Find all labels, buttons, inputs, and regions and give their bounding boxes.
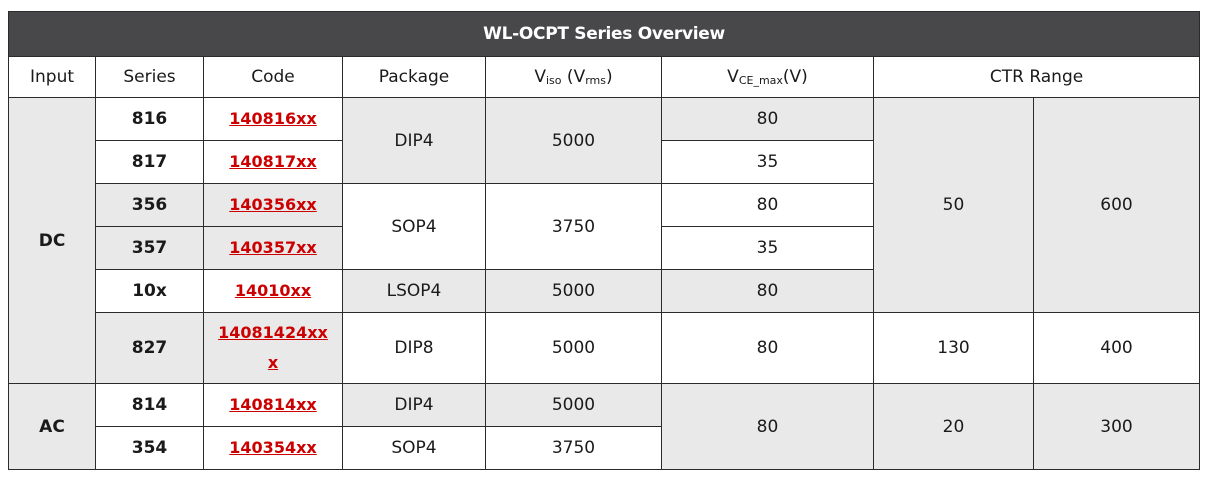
package-cell: DIP4	[342, 97, 486, 184]
ctr-min-cell: 20	[873, 383, 1034, 470]
viso-unit-subscript: rms	[585, 74, 606, 87]
vce-cell: 35	[661, 226, 874, 270]
package-cell: SOP4	[342, 426, 486, 470]
code-link[interactable]: 140814xx	[229, 395, 317, 414]
viso-cell: 5000	[485, 269, 662, 313]
header-row: Input Series Code Package Viso (Vrms) VC…	[8, 56, 1201, 98]
code-link-wrap[interactable]: x	[267, 353, 279, 372]
header-series: Series	[95, 56, 204, 98]
code-link[interactable]: 140356xx	[229, 195, 317, 214]
series-overview-table-wrap: WL-OCPT Series Overview Input Series Cod…	[7, 11, 1201, 470]
code-link[interactable]: 140816xx	[229, 109, 317, 128]
viso-unit-close: )	[605, 67, 613, 87]
header-vce: VCE_max(V)	[661, 56, 874, 98]
viso-unit-open: (V	[561, 67, 586, 87]
package-cell: LSOP4	[342, 269, 486, 313]
code-link[interactable]: 140354xx	[229, 438, 317, 457]
input-dc: DC	[8, 97, 96, 384]
series-overview-table: WL-OCPT Series Overview Input Series Cod…	[7, 11, 1201, 470]
vce-cell: 35	[661, 140, 874, 184]
package-cell: DIP4	[342, 383, 486, 427]
ctr-min-cell: 130	[873, 312, 1034, 384]
vce-cell: 80	[661, 183, 874, 227]
series-cell: 356	[95, 183, 204, 227]
ctr-max-cell: 600	[1032, 97, 1201, 313]
vce-unit: (V)	[782, 67, 808, 87]
code-cell: 140356xx	[203, 183, 343, 227]
vce-cell: 80	[661, 97, 874, 141]
viso-symbol: V	[534, 67, 546, 87]
table-row: 827 14081424xx x DIP8 5000 80 130 400	[9, 312, 1201, 384]
vce-subscript: CE_max	[738, 74, 783, 87]
code-link[interactable]: 140817xx	[229, 152, 317, 171]
table-title: WL-OCPT Series Overview	[7, 11, 1201, 57]
viso-subscript: iso	[546, 74, 562, 87]
ctr-min-cell: 50	[873, 97, 1034, 313]
series-cell: 817	[95, 140, 204, 184]
input-ac: AC	[8, 383, 96, 470]
vce-cell: 80	[661, 383, 874, 470]
ctr-max-cell: 400	[1032, 312, 1201, 384]
code-cell: 140354xx	[203, 426, 343, 470]
code-link[interactable]: 14081424xx	[218, 323, 328, 342]
code-cell: 140816xx	[203, 97, 343, 141]
code-cell: 140817xx	[203, 140, 343, 184]
code-cell: 140814xx	[203, 383, 343, 427]
ctr-max-cell: 300	[1032, 383, 1201, 470]
series-cell: 816	[95, 97, 204, 141]
vce-cell: 80	[661, 269, 874, 313]
header-package: Package	[342, 56, 486, 98]
code-cell: 140357xx	[203, 226, 343, 270]
header-viso: Viso (Vrms)	[485, 56, 662, 98]
viso-cell: 3750	[485, 426, 662, 470]
vce-cell: 80	[661, 312, 874, 384]
header-input: Input	[8, 56, 96, 98]
table-row: AC 814 140814xx DIP4 5000 80 20 300	[8, 383, 1201, 470]
table-row: 354 140354xx SOP4 3750	[9, 426, 1200, 470]
header-code: Code	[203, 56, 343, 98]
table-row: 357 140357xx 35	[9, 226, 1200, 270]
table-row: DC 816 140816xx DIP4 5000 80 50 600	[8, 97, 1201, 384]
series-cell: 814	[95, 383, 204, 427]
code-cell: 14081424xx x	[203, 312, 343, 384]
table-row: 10x 14010xx LSOP4 5000 80	[9, 269, 1200, 313]
table-row: 817 140817xx 35	[9, 140, 1200, 184]
code-link[interactable]: 140357xx	[229, 238, 317, 257]
viso-cell: 3750	[485, 183, 662, 270]
code-cell: 14010xx	[203, 269, 343, 313]
viso-cell: 5000	[485, 97, 662, 184]
package-cell: DIP8	[342, 312, 486, 384]
series-cell: 10x	[95, 269, 204, 313]
header-ctr-range: CTR Range	[872, 56, 1201, 98]
series-cell: 827	[95, 312, 204, 384]
vce-symbol: V	[727, 67, 739, 87]
series-cell: 354	[95, 426, 204, 470]
viso-cell: 5000	[485, 312, 662, 384]
code-link[interactable]: 14010xx	[234, 281, 312, 300]
viso-cell: 5000	[485, 383, 662, 427]
table-row: 356 140356xx SOP4 3750 80	[9, 183, 1200, 270]
series-cell: 357	[95, 226, 204, 270]
package-cell: SOP4	[342, 183, 486, 270]
